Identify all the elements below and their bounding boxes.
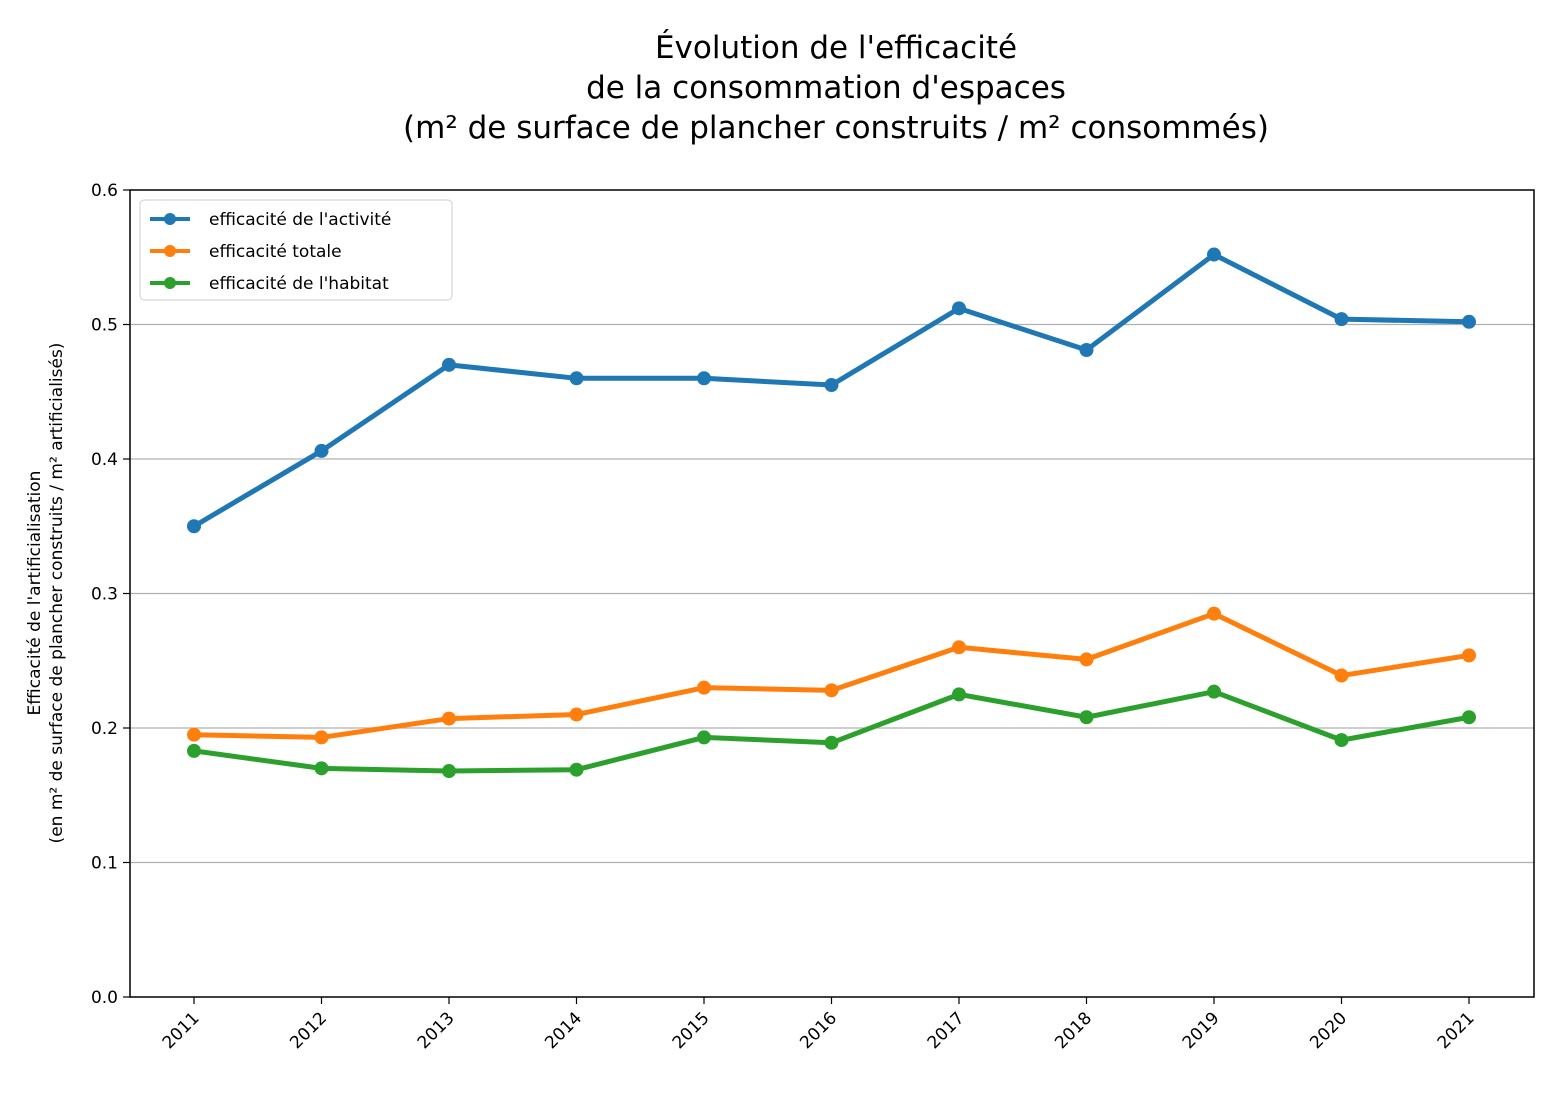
y-axis-label-line-2: (en m² de surface de plancher construits… xyxy=(47,343,67,844)
chart-title-line-2: de la consommation d'espaces xyxy=(586,70,1066,106)
data-point xyxy=(442,764,456,779)
data-point xyxy=(314,730,329,745)
data-point xyxy=(442,711,456,726)
data-point xyxy=(1207,684,1221,699)
chart-title-line-3: (m² de surface de plancher construits / … xyxy=(403,110,1269,146)
legend: efficacité de l'activité efficacité tota… xyxy=(139,199,453,301)
data-point xyxy=(697,730,711,745)
data-point xyxy=(1079,343,1094,358)
data-point xyxy=(697,680,711,695)
y-tick-label: 0.1 xyxy=(91,854,118,874)
chart-title-line-1: Évolution de l'efficacité xyxy=(655,30,1017,66)
data-point xyxy=(1462,710,1476,725)
data-point xyxy=(824,735,839,750)
data-point xyxy=(1079,710,1094,725)
y-axis-label: Efficacité de l'artificialisation (en m²… xyxy=(25,343,67,844)
y-axis: 0.0 0.1 0.2 0.3 0.4 0.5 0.6 xyxy=(91,181,130,1008)
data-point xyxy=(1079,652,1094,667)
legend-label-totale: efficacité totale xyxy=(209,242,342,262)
data-point xyxy=(569,371,584,386)
data-point xyxy=(952,640,966,655)
data-point xyxy=(1334,733,1349,748)
data-point xyxy=(187,743,201,758)
data-point xyxy=(1334,668,1349,683)
series-layer xyxy=(187,247,1476,779)
data-point xyxy=(1334,312,1349,327)
data-point xyxy=(187,519,201,534)
legend-label-habitat: efficacité de l'habitat xyxy=(209,274,389,294)
data-point xyxy=(1207,606,1221,621)
y-tick-label: 0.0 xyxy=(91,988,118,1008)
data-point xyxy=(697,371,711,386)
y-tick-label: 0.6 xyxy=(91,181,118,201)
data-point xyxy=(1462,648,1476,663)
data-point xyxy=(952,687,966,702)
data-point xyxy=(569,762,584,777)
legend-box xyxy=(139,199,453,301)
data-point xyxy=(1462,314,1476,329)
data-point xyxy=(314,761,329,776)
legend-marker-habitat xyxy=(164,277,176,289)
y-tick-label: 0.2 xyxy=(91,719,118,739)
y-tick-label: 0.3 xyxy=(91,585,118,605)
data-point xyxy=(824,683,839,698)
data-point xyxy=(187,727,201,742)
legend-marker-totale xyxy=(164,245,176,257)
legend-label-activite: efficacité de l'activité xyxy=(209,210,391,230)
y-tick-label: 0.5 xyxy=(91,316,118,336)
data-point xyxy=(952,301,966,316)
y-axis-label-line-1: Efficacité de l'artificialisation xyxy=(25,471,45,716)
gridlines xyxy=(130,323,1534,864)
data-point xyxy=(569,707,584,722)
legend-marker-activite xyxy=(164,213,176,225)
data-point xyxy=(314,443,329,458)
series-0 xyxy=(187,247,1476,534)
series-2 xyxy=(187,684,1476,779)
data-point xyxy=(442,357,456,372)
data-point xyxy=(1207,247,1221,262)
data-point xyxy=(824,378,839,393)
series-1 xyxy=(187,606,1476,745)
y-tick-label: 0.4 xyxy=(91,450,118,470)
